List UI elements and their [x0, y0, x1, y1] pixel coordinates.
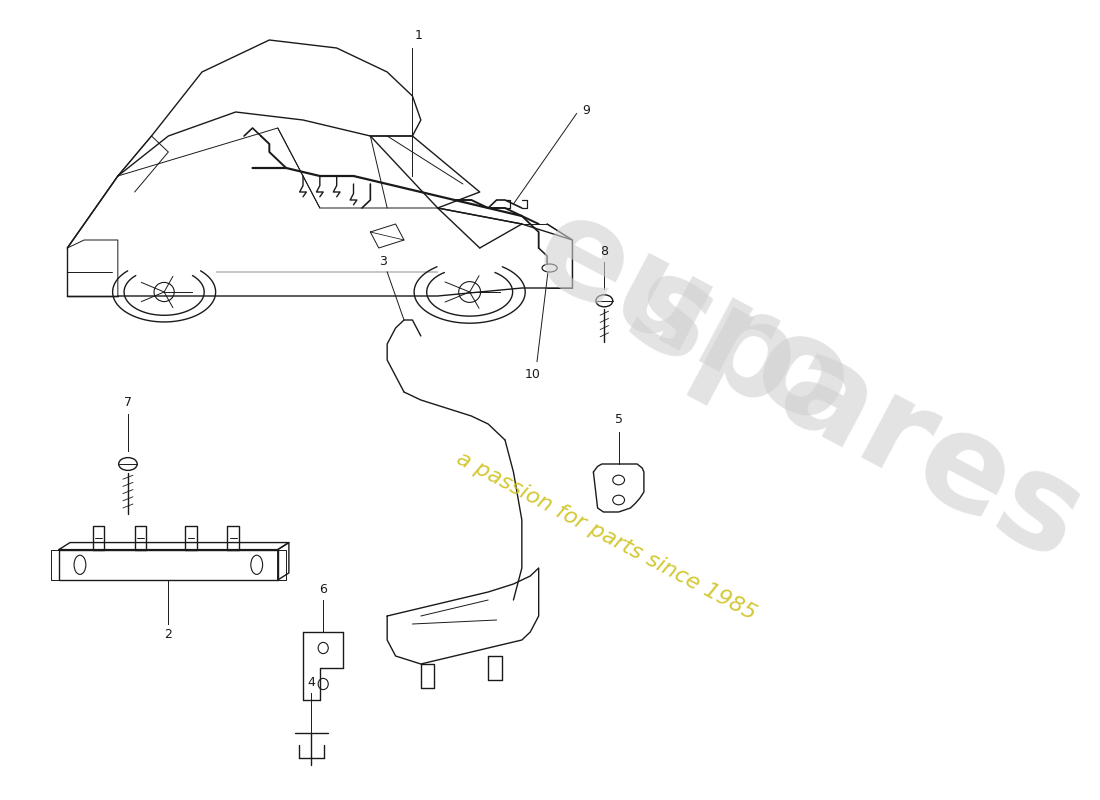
Text: 8: 8: [601, 245, 608, 258]
Text: euro: euro: [514, 184, 872, 456]
Text: 4: 4: [308, 676, 316, 689]
Text: 5: 5: [615, 414, 623, 426]
Text: a passion for parts since 1985: a passion for parts since 1985: [453, 448, 759, 624]
Text: 3: 3: [379, 255, 387, 268]
Text: 9: 9: [582, 104, 591, 117]
Text: spares: spares: [606, 244, 1100, 588]
Text: 6: 6: [319, 583, 327, 596]
Text: 2: 2: [164, 628, 173, 641]
Text: 1: 1: [415, 30, 422, 42]
Text: 7: 7: [124, 396, 132, 409]
Text: 10: 10: [525, 368, 541, 381]
